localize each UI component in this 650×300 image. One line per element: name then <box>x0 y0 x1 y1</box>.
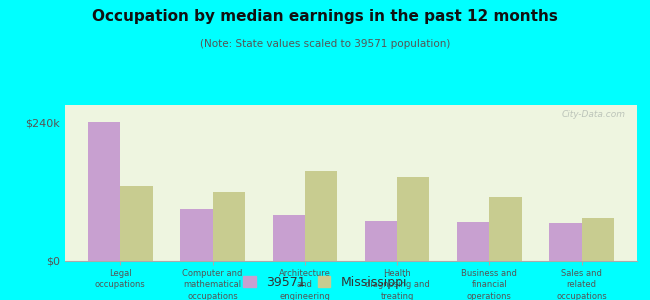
Bar <box>88 122 120 261</box>
Text: Occupation by median earnings in the past 12 months: Occupation by median earnings in the pas… <box>92 9 558 24</box>
Bar <box>365 220 397 261</box>
Bar <box>549 224 582 261</box>
Bar <box>213 192 245 261</box>
Text: City-Data.com: City-Data.com <box>562 110 625 119</box>
Bar <box>180 209 213 261</box>
Bar <box>457 222 489 261</box>
Bar <box>489 197 522 261</box>
Bar <box>582 218 614 261</box>
Bar <box>120 186 153 261</box>
Bar <box>305 171 337 261</box>
Legend: 39571, Mississippi: 39571, Mississippi <box>238 271 412 294</box>
Bar <box>397 177 430 261</box>
Bar <box>272 215 305 261</box>
Text: (Note: State values scaled to 39571 population): (Note: State values scaled to 39571 popu… <box>200 39 450 49</box>
